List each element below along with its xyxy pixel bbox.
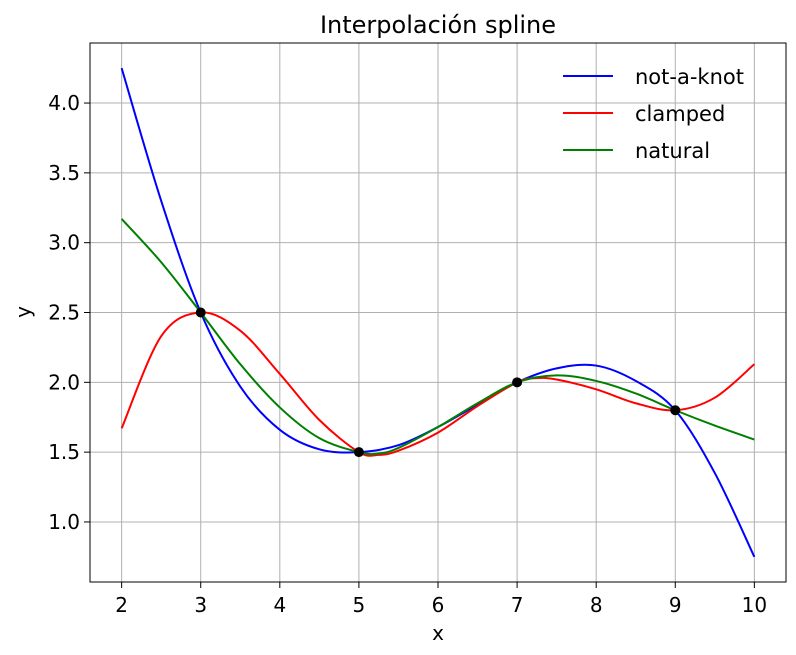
x-tick-label: 8: [590, 593, 603, 617]
x-axis-label: x: [432, 621, 444, 645]
y-tick-label: 2.0: [48, 370, 80, 394]
y-tick-label: 4.0: [48, 91, 80, 115]
spline-curves: [120, 67, 756, 558]
x-tick-label: 10: [742, 593, 767, 617]
grid-lines: [90, 43, 786, 582]
x-tick-label: 2: [115, 593, 128, 617]
series-line-clamped: [120, 311, 756, 457]
y-axis-label: y: [11, 306, 35, 318]
x-tick-label: 6: [432, 593, 445, 617]
y-ticks: 1.0 1.5 2.0 2.5 3.0 3.5 4.0: [48, 91, 90, 534]
y-tick-label: 1.5: [48, 440, 80, 464]
y-tick-label: 2.5: [48, 301, 80, 325]
x-tick-label: 4: [273, 593, 286, 617]
y-tick-label: 1.0: [48, 510, 80, 534]
series-line-natural: [120, 218, 755, 456]
legend-label-not-a-knot: not-a-knot: [635, 65, 744, 89]
knot-point: [195, 307, 206, 318]
legend-label-natural: natural: [635, 139, 710, 163]
legend: not-a-knot clamped natural: [563, 65, 744, 163]
knot-points: [195, 307, 681, 458]
knot-point: [512, 377, 523, 388]
chart-title: Interpolación spline: [320, 11, 556, 39]
y-tick-label: 3.5: [48, 161, 80, 185]
knot-point: [670, 405, 681, 416]
x-tick-label: 5: [353, 593, 366, 617]
y-tick-label: 3.0: [48, 231, 80, 255]
knot-point: [353, 447, 364, 458]
x-tick-label: 9: [669, 593, 682, 617]
x-tick-label: 3: [194, 593, 207, 617]
x-ticks: 2 3 4 5 6 7 8 9 10: [115, 582, 767, 617]
x-tick-label: 7: [511, 593, 524, 617]
legend-label-clamped: clamped: [635, 102, 725, 126]
